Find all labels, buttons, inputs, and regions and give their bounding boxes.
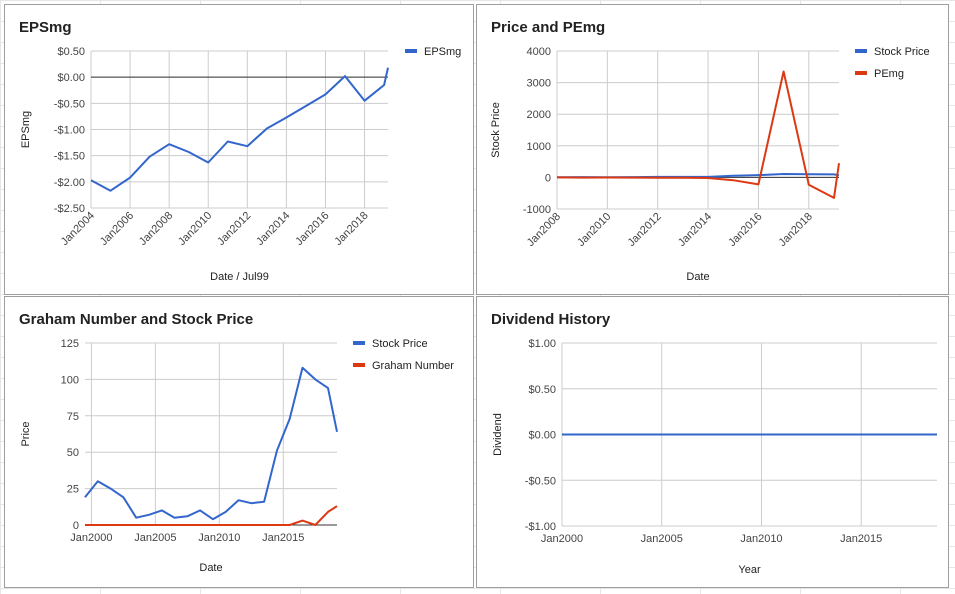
- y-tick-label: -$1.00: [54, 125, 85, 137]
- graham-chart-panel: Graham Number and Stock Price 125 100 75 50 2…: [4, 296, 474, 588]
- x-tick-label: Jan2014: [676, 211, 714, 249]
- x-tick-label: Jan2005: [134, 532, 176, 544]
- y-axis-label: Stock Price: [490, 102, 502, 158]
- y-tick-label: $0.50: [528, 384, 556, 396]
- x-axis-label: Date: [199, 562, 222, 574]
- eps-chart: EPSmg $0.50 $0.00 -$0.50 -$1.00 -$1.50 -$2.00 -…: [19, 19, 461, 283]
- x-tick-label: Jan2010: [198, 532, 240, 544]
- price-pe-chart-panel: Price and PEmg 4000 3000 2000 1000 0 -1000 Jan2…: [476, 4, 949, 295]
- y-tick-label: 0: [545, 172, 551, 184]
- legend-entry: Stock Price: [874, 46, 930, 58]
- graham-number-line: [85, 505, 338, 526]
- x-tick-label: Jan2008: [137, 210, 175, 248]
- x-tick-label: Jan2000: [541, 533, 583, 545]
- x-tick-label: Jan2010: [176, 210, 214, 248]
- y-tick-label: 2000: [527, 109, 551, 121]
- x-tick-label: Jan2012: [625, 211, 663, 249]
- chart-title: Graham Number and Stock Price: [19, 311, 253, 328]
- x-axis-label: Date: [686, 271, 709, 283]
- y-tick-label: -$2.00: [54, 177, 85, 189]
- price-pe-chart: Price and PEmg40003000200010000-1000Jan2…: [490, 19, 930, 283]
- x-tick-label: Jan2012: [215, 210, 253, 248]
- x-tick-label: Jan2015: [262, 532, 304, 544]
- x-tick-label: Jan2018: [777, 211, 815, 249]
- y-tick-label: 100: [61, 374, 79, 386]
- y-tick-label: 1000: [527, 141, 551, 153]
- y-tick-label: -1000: [523, 204, 551, 216]
- y-tick-label: $0.00: [528, 430, 556, 442]
- y-axis-label: Dividend: [492, 413, 504, 456]
- y-tick-label: 125: [61, 338, 79, 350]
- dividend-chart-panel: Dividend History $1.00 $0.50 $0.00 -$0.50 -$1…: [476, 296, 949, 588]
- x-tick-label: Jan2016: [726, 211, 764, 249]
- y-tick-label: 25: [67, 484, 79, 496]
- x-tick-label: Jan2004: [59, 210, 97, 248]
- x-tick-label: Jan2005: [641, 533, 683, 545]
- y-tick-label: -$0.50: [54, 98, 85, 110]
- x-tick-label: Jan2006: [98, 210, 136, 248]
- y-tick-label: 0: [73, 520, 79, 532]
- x-tick-label: Jan2010: [740, 533, 782, 545]
- legend-swatch: [353, 341, 365, 345]
- legend-swatch: [855, 71, 867, 75]
- stock-price-line: [84, 366, 338, 521]
- y-tick-label: $1.00: [528, 338, 556, 350]
- x-tick-label: Jan2008: [525, 211, 563, 249]
- eps-chart-panel: EPSmg $0.50 $0.00 -$0.50 -$1.00 -$1.50 -$2.00 -…: [4, 4, 474, 295]
- y-tick-label: -$1.00: [525, 521, 556, 533]
- legend-swatch: [353, 363, 365, 367]
- x-tick-label: Jan2018: [332, 210, 370, 248]
- legend-swatch: [855, 49, 867, 53]
- y-tick-label: -$1.50: [54, 151, 85, 163]
- y-tick-label: $0.50: [57, 46, 85, 58]
- x-axis-label: Date / Jul99: [210, 271, 269, 283]
- x-tick-label: Jan2016: [293, 210, 331, 248]
- y-tick-label: 75: [67, 411, 79, 423]
- legend-entry: Stock Price: [372, 338, 428, 350]
- pemg-line: [556, 70, 840, 199]
- graham-chart: Graham Number and Stock Price 125 100 75 50 2…: [19, 311, 454, 574]
- legend-entry: Graham Number: [372, 360, 454, 372]
- y-tick-label: $0.00: [57, 72, 85, 84]
- chart-title: Price and PEmg: [491, 19, 605, 36]
- epsmg-line: [90, 67, 389, 192]
- dividend-chart: Dividend History $1.00 $0.50 $0.00 -$0.50 -$1…: [491, 311, 937, 576]
- y-tick-label: 4000: [527, 46, 551, 58]
- x-axis-label: Year: [738, 564, 761, 576]
- legend-entry: PEmg: [874, 68, 904, 80]
- y-axis-label: EPSmg: [20, 111, 32, 148]
- y-tick-label: -$2.50: [54, 203, 85, 215]
- legend-entry: EPSmg: [424, 46, 461, 58]
- y-axis-label: Price: [20, 421, 32, 446]
- y-tick-label: -$0.50: [525, 475, 556, 487]
- y-tick-label: 50: [67, 447, 79, 459]
- y-tick-label: 3000: [527, 78, 551, 90]
- x-tick-label: Jan2010: [575, 211, 613, 249]
- x-tick-label: Jan2014: [254, 210, 292, 248]
- x-tick-label: Jan2015: [840, 533, 882, 545]
- chart-title: EPSmg: [19, 19, 72, 36]
- x-tick-label: Jan2000: [70, 532, 112, 544]
- legend-swatch: [405, 49, 417, 53]
- chart-title: Dividend History: [491, 311, 611, 328]
